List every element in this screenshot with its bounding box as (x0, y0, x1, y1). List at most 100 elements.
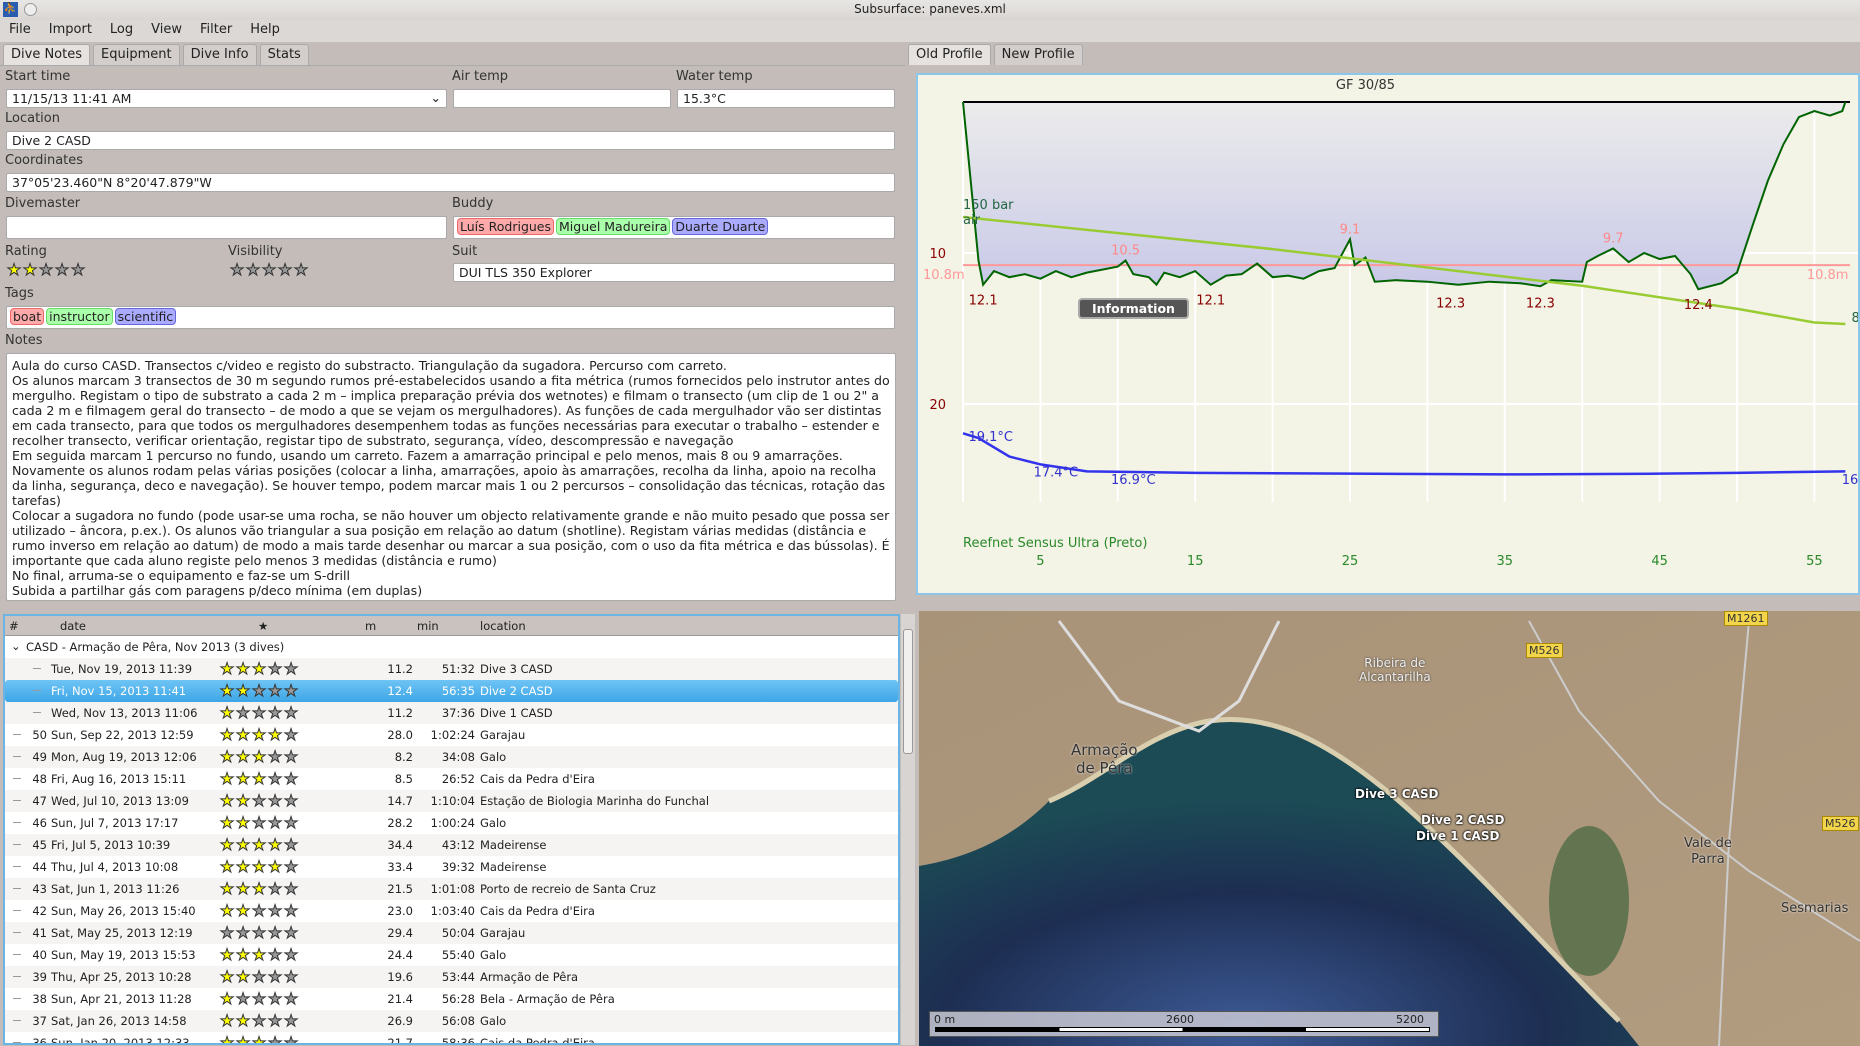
star-filled-icon[interactable]: ★ (251, 1033, 267, 1045)
star-filled-icon[interactable]: ★ (219, 901, 235, 920)
dive-row[interactable]: 41 Sat, May 25, 2013 12:19 ★ ★ ★ ★ ★ 29.4 50:04 G… (5, 922, 898, 944)
star-empty-icon[interactable]: ★ (219, 923, 235, 942)
buddy-input[interactable]: Luís Rodrigues Miguel Madureira Duarte Dua… (453, 216, 895, 239)
star-filled-icon[interactable]: ★ (251, 747, 267, 766)
dive-row[interactable]: 39 Thu, Apr 25, 2013 10:28 ★ ★ ★ ★ ★ 19.6 53:44 A… (5, 966, 898, 988)
star-empty-icon[interactable]: ★ (267, 1011, 283, 1030)
star-filled-icon[interactable]: ★ (251, 725, 267, 744)
water-temp-input[interactable]: 15.3°C (677, 89, 895, 108)
dive-profile[interactable]: GF 30/85 10 20 5 15 25 35 45 55 Reefnet Sensus Ul… (916, 73, 1860, 595)
star-empty-icon[interactable]: ★ (267, 681, 283, 700)
star-empty-icon[interactable]: ★ (283, 923, 299, 942)
tab-dive-notes[interactable]: Dive Notes (3, 44, 90, 65)
star-empty-icon[interactable]: ★ (267, 1033, 283, 1045)
menu-log[interactable]: Log (109, 22, 134, 37)
star-filled-icon[interactable]: ★ (219, 1011, 235, 1030)
star-empty-icon[interactable]: ★ (283, 945, 299, 964)
tab-dive-info[interactable]: Dive Info (182, 44, 257, 65)
column-depth[interactable]: m (365, 619, 377, 633)
star-filled-icon[interactable]: ★ (235, 681, 251, 700)
star-empty-icon[interactable]: ★ (283, 703, 299, 722)
star-filled-icon[interactable]: ★ (235, 945, 251, 964)
star-empty-icon[interactable]: ★ (267, 813, 283, 832)
collapse-icon[interactable]: ⌄ (11, 639, 21, 653)
suit-input[interactable]: DUI TLS 350 Explorer (453, 263, 895, 282)
star-filled-icon[interactable]: ★ (235, 659, 251, 678)
star-filled-icon[interactable]: ★ (235, 791, 251, 810)
star-empty-icon[interactable]: ★ (283, 857, 299, 876)
star-filled-icon[interactable]: ★ (235, 725, 251, 744)
star-filled-icon[interactable]: ★ (235, 879, 251, 898)
star-filled-icon[interactable]: ★ (219, 703, 235, 722)
star-filled-icon[interactable]: ★ (235, 901, 251, 920)
star-empty-icon[interactable]: ★ (283, 769, 299, 788)
star-filled-icon[interactable]: ★ (251, 835, 267, 854)
star-filled-icon[interactable]: ★ (267, 835, 283, 854)
star-filled-icon[interactable]: ★ (251, 879, 267, 898)
map-view[interactable]: Armação de Pêra Ribeira de Alcantarilha … (919, 611, 1860, 1046)
air-temp-input[interactable] (453, 89, 671, 108)
menu-file[interactable]: File (9, 22, 31, 37)
star-empty-icon[interactable]: ★ (283, 659, 299, 678)
star-filled-icon[interactable]: ★ (235, 813, 251, 832)
star-empty-icon[interactable]: ★ (70, 260, 86, 279)
column-location[interactable]: location (480, 619, 526, 633)
star-empty-icon[interactable]: ★ (283, 879, 299, 898)
star-empty-icon[interactable]: ★ (251, 681, 267, 700)
dive-marker-label[interactable]: Dive 3 CASD (1355, 787, 1439, 801)
menu-help[interactable]: Help (250, 22, 280, 37)
star-empty-icon[interactable]: ★ (277, 260, 293, 279)
star-filled-icon[interactable]: ★ (219, 725, 235, 744)
star-filled-icon[interactable]: ★ (219, 879, 235, 898)
star-empty-icon[interactable]: ★ (38, 260, 54, 279)
star-filled-icon[interactable]: ★ (235, 857, 251, 876)
star-filled-icon[interactable]: ★ (6, 260, 22, 279)
star-empty-icon[interactable]: ★ (235, 703, 251, 722)
dive-row[interactable]: 37 Sat, Jan 26, 2013 14:58 ★ ★ ★ ★ ★ 26.9 56:08 G… (5, 1010, 898, 1032)
star-filled-icon[interactable]: ★ (251, 659, 267, 678)
dive-row[interactable]: Wed, Nov 13, 2013 11:06 ★ ★ ★ ★ ★ 11.2 37:36 Div… (5, 702, 898, 724)
dive-row[interactable]: 47 Wed, Jul 10, 2013 13:09 ★ ★ ★ ★ ★ 14.7 1:10:0… (5, 790, 898, 812)
star-empty-icon[interactable]: ★ (261, 260, 277, 279)
star-filled-icon[interactable]: ★ (235, 747, 251, 766)
star-empty-icon[interactable]: ★ (267, 879, 283, 898)
star-filled-icon[interactable]: ★ (219, 791, 235, 810)
star-empty-icon[interactable]: ★ (251, 989, 267, 1008)
star-empty-icon[interactable]: ★ (229, 260, 245, 279)
star-empty-icon[interactable]: ★ (283, 791, 299, 810)
star-empty-icon[interactable]: ★ (251, 813, 267, 832)
star-filled-icon[interactable]: ★ (235, 769, 251, 788)
star-filled-icon[interactable]: ★ (22, 260, 38, 279)
dive-row[interactable]: 48 Fri, Aug 16, 2013 15:11 ★ ★ ★ ★ ★ 8.5 26:52 Ca… (5, 768, 898, 790)
star-empty-icon[interactable]: ★ (235, 923, 251, 942)
dive-row[interactable]: 46 Sun, Jul 7, 2013 17:17 ★ ★ ★ ★ ★ 28.2 1:00:24… (5, 812, 898, 834)
star-filled-icon[interactable]: ★ (219, 681, 235, 700)
star-empty-icon[interactable]: ★ (267, 703, 283, 722)
star-filled-icon[interactable]: ★ (235, 967, 251, 986)
start-time-input[interactable]: 11/15/13 11:41 AM ⌄ (6, 89, 447, 108)
tab-stats[interactable]: Stats (259, 44, 309, 65)
star-empty-icon[interactable]: ★ (267, 967, 283, 986)
star-empty-icon[interactable]: ★ (251, 791, 267, 810)
star-filled-icon[interactable]: ★ (267, 857, 283, 876)
dive-row[interactable]: 45 Fri, Jul 5, 2013 10:39 ★ ★ ★ ★ ★ 34.4 43:12 Ma… (5, 834, 898, 856)
divemaster-input[interactable] (6, 216, 447, 239)
column-date[interactable]: date (60, 619, 86, 633)
star-empty-icon[interactable]: ★ (251, 923, 267, 942)
location-input[interactable]: Dive 2 CASD (6, 131, 895, 150)
star-empty-icon[interactable]: ★ (251, 967, 267, 986)
star-filled-icon[interactable]: ★ (251, 945, 267, 964)
star-empty-icon[interactable]: ★ (267, 901, 283, 920)
dive-row[interactable]: 40 Sun, May 19, 2013 15:53 ★ ★ ★ ★ ★ 24.4 55:40 G… (5, 944, 898, 966)
star-empty-icon[interactable]: ★ (283, 901, 299, 920)
trip-row[interactable]: ⌄ CASD - Armação de Pêra, Nov 2013 (3 di… (5, 636, 898, 658)
column-rating[interactable]: ★ (258, 619, 269, 633)
star-empty-icon[interactable]: ★ (267, 989, 283, 1008)
star-filled-icon[interactable]: ★ (251, 857, 267, 876)
star-empty-icon[interactable]: ★ (283, 967, 299, 986)
star-filled-icon[interactable]: ★ (219, 857, 235, 876)
dive-row[interactable]: Fri, Nov 15, 2013 11:41 ★ ★ ★ ★ ★ 12.4 56:35 Div… (5, 680, 898, 702)
star-empty-icon[interactable]: ★ (235, 989, 251, 1008)
star-filled-icon[interactable]: ★ (267, 725, 283, 744)
dive-row[interactable]: 43 Sat, Jun 1, 2013 11:26 ★ ★ ★ ★ ★ 21.5 1:01:08… (5, 878, 898, 900)
